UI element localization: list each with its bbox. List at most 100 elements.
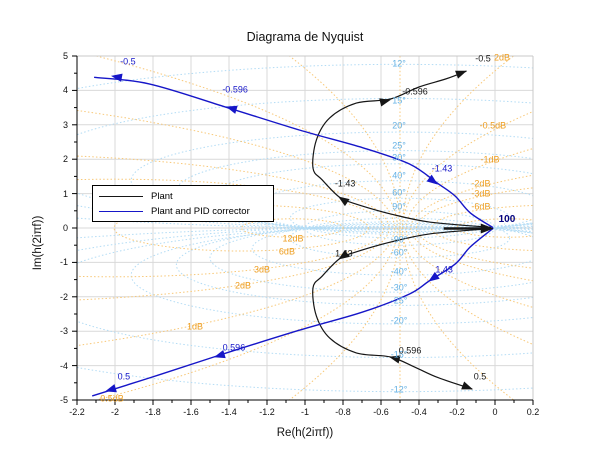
gain-contour-label: 3dB bbox=[254, 264, 271, 275]
gain-contour-label: 1dB bbox=[186, 321, 203, 332]
x-tick-label: -0.2 bbox=[449, 407, 465, 417]
origin-arrow bbox=[480, 223, 494, 234]
phase-contour-label: -20° bbox=[390, 315, 408, 326]
direction-arrow bbox=[455, 70, 467, 79]
x-tick-label: -1.8 bbox=[145, 407, 161, 417]
legend-item-plant: Plant bbox=[99, 189, 273, 204]
frequency-label: -0.5 bbox=[120, 56, 136, 67]
gain-contour bbox=[402, 111, 533, 345]
y-axis-label: Im(h(2iπf)) bbox=[32, 215, 44, 271]
direction-arrow bbox=[105, 384, 117, 393]
x-axis-label: Re(h(2iπf)) bbox=[276, 427, 334, 439]
phase-contour-label: 90° bbox=[392, 201, 406, 212]
frequency-label: 0.5 bbox=[117, 371, 131, 382]
x-tick-label: -0.4 bbox=[411, 407, 427, 417]
phase-contour-label: -25° bbox=[390, 295, 408, 306]
x-tick-label: -1 bbox=[300, 407, 310, 417]
legend-label-plant: Plant bbox=[151, 191, 173, 202]
gain-contour bbox=[77, 155, 390, 301]
phase-contour bbox=[289, 217, 511, 259]
curve-branch-positive-f bbox=[91, 227, 494, 397]
frequency-label: -0.596 bbox=[222, 84, 248, 95]
gain-contour-label: 12dB bbox=[282, 233, 304, 244]
phase-contour-label: -30° bbox=[390, 282, 408, 293]
phase-contour-label: -15° bbox=[390, 349, 408, 360]
y-tick-label: -5 bbox=[59, 395, 68, 405]
legend: Plant Plant and PID corrector bbox=[92, 185, 274, 222]
x-tick-label: -0.8 bbox=[335, 407, 351, 417]
gain-contour bbox=[113, 204, 369, 252]
y-tick-label: 2 bbox=[62, 154, 68, 165]
phase-contour-label: 30° bbox=[392, 152, 406, 163]
gain-contour-label: -1dB bbox=[480, 154, 500, 165]
curve-branch-negative-f bbox=[94, 76, 494, 229]
frequency-label: 0.596 bbox=[222, 342, 246, 353]
direction-arrow bbox=[428, 271, 440, 282]
x-tick-label: -1.4 bbox=[221, 407, 237, 417]
gain-contour-label: -2dB bbox=[471, 178, 491, 189]
phase-contour bbox=[130, 131, 533, 230]
direction-arrow bbox=[338, 249, 350, 260]
direction-arrow bbox=[338, 196, 350, 207]
gain-contour-label: 6dB bbox=[278, 246, 295, 257]
y-tick-label: -3 bbox=[59, 326, 68, 337]
y-tick-label: -4 bbox=[59, 360, 68, 371]
frequency-label: 1.43 bbox=[335, 248, 353, 259]
direction-arrow bbox=[111, 73, 123, 82]
direction-arrow bbox=[225, 105, 238, 114]
frequency-label: -1.43 bbox=[431, 163, 453, 174]
origin-frequency-label: 100 bbox=[498, 214, 516, 226]
ticks bbox=[72, 55, 534, 405]
y-tick-label: 5 bbox=[62, 51, 68, 61]
pid-curve bbox=[91, 76, 494, 397]
direction-arrow bbox=[213, 350, 226, 359]
legend-item-pid: Plant and PID corrector bbox=[99, 204, 273, 219]
y-tick-label: -1 bbox=[59, 257, 68, 268]
y-tick-label: 0 bbox=[62, 223, 68, 233]
gain-contour bbox=[77, 109, 395, 347]
phase-contour-label: -60° bbox=[390, 247, 408, 258]
y-tick-label: 1 bbox=[62, 188, 68, 199]
frequency-label: -1.43 bbox=[334, 178, 356, 189]
gain-contour bbox=[94, 56, 398, 400]
phase-contour-label: -90° bbox=[390, 234, 408, 245]
phase-contour bbox=[289, 197, 511, 239]
gain-contour bbox=[403, 56, 516, 400]
legend-label-pid: Plant and PID corrector bbox=[151, 206, 250, 217]
legend-line-sample-plant bbox=[99, 196, 143, 197]
x-tick-label: -1.6 bbox=[183, 407, 199, 417]
gain-contour-label: -0.5dB bbox=[479, 120, 507, 131]
gain-contour bbox=[405, 148, 533, 308]
x-tick-label: -0.6 bbox=[373, 407, 389, 417]
plant-curve bbox=[312, 70, 492, 390]
phase-contour bbox=[304, 210, 496, 246]
gain-contour-label: -6dB bbox=[471, 201, 491, 212]
phase-contour-label: 20° bbox=[392, 120, 406, 131]
x-tick-label: -2 bbox=[110, 407, 120, 417]
phase-contour-label: -12° bbox=[390, 384, 408, 395]
plot-box bbox=[72, 55, 534, 405]
gain-contour-label: 0.5dB bbox=[100, 393, 124, 404]
phase-contour-label: 15° bbox=[392, 95, 406, 106]
direction-arrow bbox=[379, 98, 391, 107]
phase-contour-label: 40° bbox=[392, 170, 406, 181]
gain-contour bbox=[77, 178, 385, 278]
phase-contour bbox=[251, 221, 533, 276]
frequency-label: 0.5 bbox=[473, 371, 487, 382]
x-tick-label: 0.2 bbox=[526, 407, 540, 417]
phase-contour-label: 12° bbox=[392, 58, 406, 69]
direction-arrows bbox=[105, 70, 494, 393]
phase-contour-label: 60° bbox=[392, 187, 406, 198]
frequency-label: 0.596 bbox=[398, 345, 422, 356]
gain-contour-label: 2dB bbox=[494, 52, 511, 63]
direction-arrow bbox=[461, 381, 473, 390]
gain-contour bbox=[240, 218, 344, 238]
plot-title: Diagrama de Nyquist bbox=[246, 30, 364, 44]
direction-arrow bbox=[426, 174, 438, 185]
y-tick-label: 4 bbox=[62, 85, 68, 96]
x-tick-label: 0 bbox=[492, 407, 498, 417]
phase-contour bbox=[77, 226, 533, 358]
frequency-label: 1.43 bbox=[435, 264, 453, 275]
